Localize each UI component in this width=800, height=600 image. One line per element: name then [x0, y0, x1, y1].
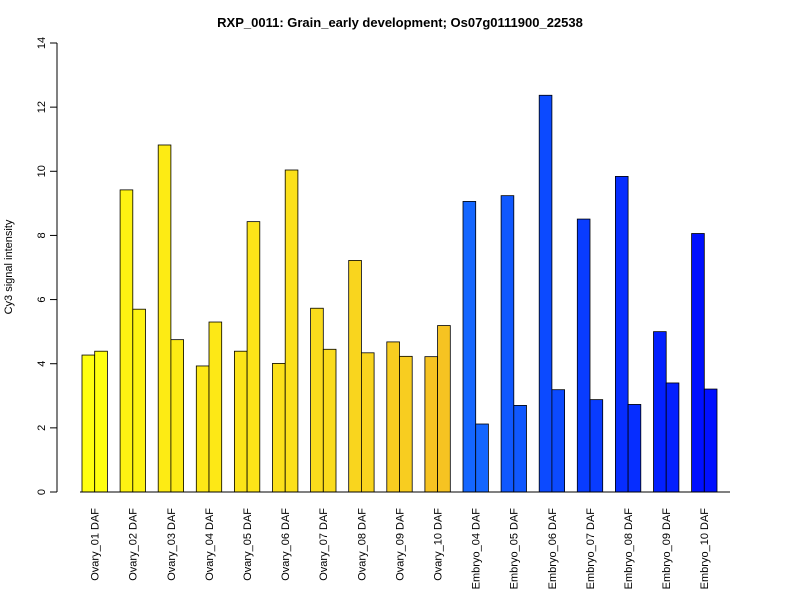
bar [500, 195, 515, 493]
y-tick-label: 4 [36, 361, 48, 367]
chart-title: RXP_0011: Grain_early development; Os07g… [217, 15, 583, 30]
x-tick-label: Ovary_08 DAF [356, 508, 368, 581]
x-tick-label: Ovary_04 DAF [204, 508, 216, 581]
bar [81, 354, 96, 493]
x-tick-label: Embryo_09 DAF [661, 508, 673, 590]
x-tick-labels: Ovary_01 DAF Ovary_02 DAF Ovary_03 DAF Ovar… [90, 508, 712, 590]
bar [348, 260, 362, 493]
y-tick-label: 10 [36, 165, 48, 177]
x-tick-label: Ovary_09 DAF [394, 508, 406, 581]
bar [360, 352, 375, 493]
bar [246, 221, 261, 493]
y-tick-label: 0 [36, 489, 48, 495]
y-tick-label: 14 [36, 37, 48, 49]
y-axis-label: Cy3 signal intensity [3, 219, 15, 314]
bar [386, 341, 400, 493]
y-tick-label: 6 [36, 297, 48, 303]
bar [157, 144, 172, 493]
y-axis: 0 2 4 6 8 10 12 14 [36, 37, 58, 495]
bar [132, 308, 146, 493]
bar [665, 382, 680, 493]
bar [233, 350, 248, 493]
bar [462, 201, 477, 493]
bar [576, 218, 591, 493]
bar [424, 356, 438, 493]
bar [310, 307, 324, 493]
bar [703, 388, 718, 493]
x-tick-label: Embryo_04 DAF [471, 508, 483, 590]
bar [437, 325, 451, 493]
bar [195, 365, 210, 493]
bar [94, 350, 108, 493]
bar [589, 399, 604, 493]
y-tick-label: 2 [36, 425, 48, 431]
y-tick-label: 12 [36, 101, 48, 113]
x-tick-label: Ovary_02 DAF [128, 508, 140, 581]
bars-group [81, 94, 718, 493]
y-tick-label: 8 [36, 232, 48, 238]
x-tick-label: Ovary_01 DAF [90, 508, 102, 581]
bar [691, 233, 705, 493]
x-tick-label: Embryo_06 DAF [547, 508, 559, 590]
x-tick-label: Embryo_07 DAF [585, 508, 597, 590]
x-tick-label: Embryo_05 DAF [509, 508, 521, 590]
bar [513, 405, 527, 493]
bar [538, 94, 553, 493]
x-tick-label: Ovary_06 DAF [280, 508, 292, 581]
x-tick-label: Embryo_10 DAF [699, 508, 711, 590]
bar [119, 189, 134, 493]
bar [551, 389, 566, 493]
bar [653, 331, 667, 493]
x-tick-label: Ovary_05 DAF [242, 508, 254, 581]
bar [208, 321, 223, 493]
bar [627, 404, 642, 493]
bar [399, 355, 413, 493]
bar [615, 176, 629, 493]
bar [475, 423, 489, 493]
x-tick-label: Ovary_07 DAF [318, 508, 330, 581]
x-tick-label: Embryo_08 DAF [623, 508, 635, 590]
bar [322, 348, 337, 493]
bar [284, 169, 299, 493]
x-tick-label: Ovary_10 DAF [432, 508, 444, 581]
bar [272, 362, 286, 493]
bar [170, 339, 184, 493]
x-tick-label: Ovary_03 DAF [166, 508, 178, 581]
